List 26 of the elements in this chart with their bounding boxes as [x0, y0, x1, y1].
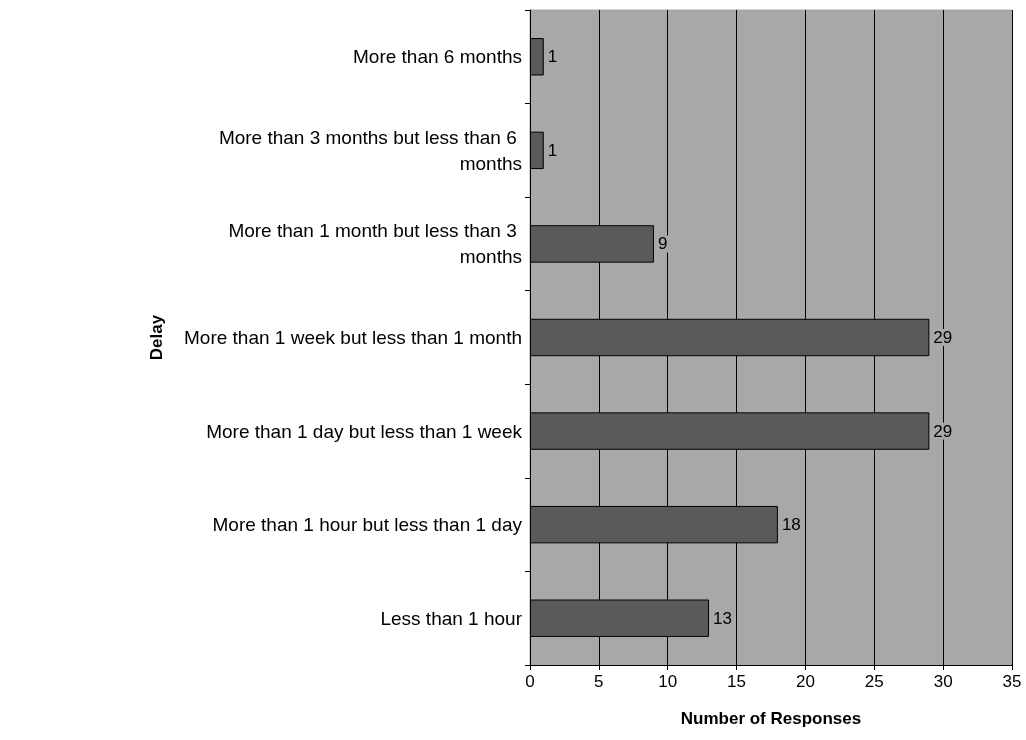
- data-label: 13: [713, 608, 732, 628]
- x-tick-label: 0: [525, 672, 535, 691]
- data-label: 29: [933, 328, 953, 347]
- x-tick-label: 15: [727, 672, 747, 691]
- y-tick-label: More than 1 month but less than 3 months: [228, 220, 522, 268]
- data-label: 9: [657, 234, 668, 254]
- x-tick-label: 30: [933, 672, 953, 691]
- bar: [530, 131, 544, 170]
- data-label: 18: [781, 515, 801, 535]
- y-tick-label: More than 3 months but less than 6 months: [218, 126, 522, 174]
- y-axis-title: Delay: [147, 314, 166, 361]
- x-tick-label: 5: [594, 672, 604, 691]
- x-tick-label: 25: [864, 672, 884, 691]
- x-tick-label: 10: [658, 672, 678, 691]
- data-label: 1: [547, 47, 558, 67]
- bar: [530, 38, 544, 76]
- x-tick-label: 35: [1002, 672, 1022, 691]
- y-tick-label: More than 1 week but less than 1 month: [184, 327, 522, 348]
- y-tick-label: More than 1 hour but less than 1 day: [212, 514, 523, 536]
- x-tick-label: 20: [795, 672, 815, 691]
- y-tick-label: More than 6 months: [353, 46, 522, 68]
- data-label: 1: [547, 140, 558, 160]
- data-label: 29: [933, 421, 953, 441]
- x-axis-title: Number of Responses: [680, 709, 862, 728]
- y-tick-label: Less than 1 hour: [380, 607, 523, 629]
- y-tick-label: More than 1 day but less than 1 week: [206, 420, 523, 442]
